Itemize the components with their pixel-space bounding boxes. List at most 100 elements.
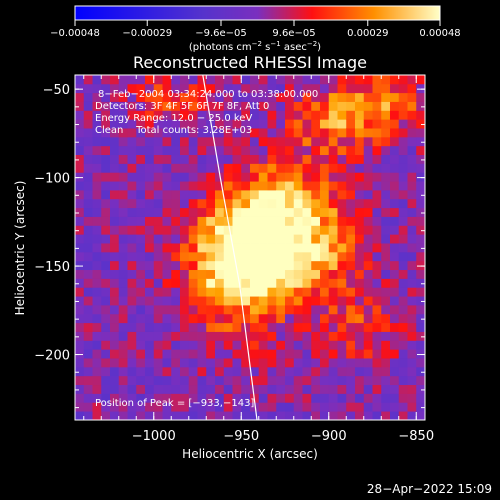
heatmap-cell <box>232 366 242 377</box>
heatmap-cell <box>188 393 198 403</box>
heatmap-cell <box>206 366 216 377</box>
heatmap-cell <box>223 101 233 111</box>
heatmap-cell <box>83 136 93 147</box>
heatmap-cell <box>337 225 347 235</box>
heatmap-cell <box>162 75 172 85</box>
heatmap-cell <box>162 287 172 297</box>
heatmap-cell <box>328 287 338 297</box>
heatmap-cell <box>285 393 295 403</box>
heatmap-cell <box>127 260 137 271</box>
heatmap-cell <box>241 172 251 182</box>
heatmap-cell <box>302 411 312 420</box>
heatmap-cell <box>162 384 172 394</box>
heatmap-cell <box>206 411 216 420</box>
heatmap-cell <box>118 172 128 182</box>
heatmap-cell <box>302 402 312 412</box>
heatmap-cell <box>337 92 347 102</box>
heatmap-cell <box>75 366 85 377</box>
heatmap-cell <box>407 287 417 297</box>
heatmap-cell <box>355 136 365 147</box>
heatmap-cell <box>171 278 181 288</box>
heatmap-cell <box>83 305 93 315</box>
heatmap-cell <box>83 251 93 262</box>
heatmap-cell <box>83 313 93 324</box>
heatmap-cell <box>75 384 85 394</box>
heatmap-cell <box>328 128 338 138</box>
heatmap-cells <box>75 75 425 420</box>
heatmap-cell <box>363 384 373 394</box>
heatmap-cell <box>416 75 425 85</box>
heatmap-cell <box>390 145 400 156</box>
heatmap-cell <box>188 340 198 350</box>
heatmap-cell <box>75 305 85 315</box>
heatmap-cell <box>75 340 85 350</box>
heatmap-cell <box>153 181 163 191</box>
heatmap-cell <box>92 313 102 324</box>
heatmap-cell <box>241 119 251 129</box>
heatmap-cell <box>136 278 146 288</box>
heatmap-cell <box>75 260 85 271</box>
heatmap-cell <box>232 75 242 85</box>
heatmap-cell <box>101 190 111 200</box>
heatmap-cell <box>110 92 120 102</box>
heatmap-cell <box>285 384 295 394</box>
heatmap-cell <box>101 225 111 235</box>
heatmap-cell <box>398 402 408 412</box>
heatmap-cell <box>145 384 155 394</box>
heatmap-cell <box>215 216 225 226</box>
heatmap-cell <box>293 216 303 226</box>
heatmap-cell <box>407 181 417 191</box>
heatmap-cell <box>145 190 155 200</box>
heatmap-cell <box>320 207 330 217</box>
heatmap-cell <box>363 172 373 182</box>
heatmap-cell <box>162 172 172 182</box>
heatmap-cell <box>223 358 233 368</box>
heatmap-cell <box>127 225 137 235</box>
heatmap-cell <box>197 128 207 138</box>
heatmap-cell <box>215 163 225 173</box>
heatmap-cell <box>372 83 382 94</box>
heatmap-cell <box>171 190 181 200</box>
heatmap-cell <box>355 375 365 386</box>
heatmap-cell <box>110 411 120 420</box>
heatmap-cell <box>206 269 216 279</box>
heatmap-cell <box>258 375 268 386</box>
heatmap-cell <box>285 313 295 324</box>
heatmap-cell <box>232 101 242 111</box>
heatmap-cell <box>127 101 137 111</box>
heatmap-cell <box>145 119 155 129</box>
heatmap-cell <box>302 190 312 200</box>
heatmap-cell <box>416 163 425 173</box>
heatmap-cell <box>337 181 347 191</box>
heatmap-cell <box>162 375 172 386</box>
heatmap-cell <box>83 393 93 403</box>
heatmap-cell <box>232 375 242 386</box>
heatmap-cell <box>75 411 85 420</box>
heatmap-cell <box>188 110 198 120</box>
heatmap-cell <box>206 349 216 359</box>
heatmap-cell <box>276 207 286 217</box>
heatmap-cell <box>241 251 251 262</box>
heatmap-cell <box>302 128 312 138</box>
heatmap-cell <box>390 172 400 182</box>
heatmap-cell <box>206 331 216 341</box>
heatmap-cell <box>188 331 198 341</box>
heatmap-cell <box>232 251 242 262</box>
heatmap-cell <box>355 269 365 279</box>
heatmap-cell <box>267 251 277 262</box>
heatmap-cell <box>328 358 338 368</box>
heatmap-cell <box>302 163 312 173</box>
heatmap-cell <box>153 296 163 306</box>
heatmap-cell <box>355 163 365 173</box>
heatmap-cell <box>285 278 295 288</box>
heatmap-cell <box>241 154 251 164</box>
heatmap-cell <box>372 207 382 217</box>
heatmap-cell <box>276 366 286 377</box>
heatmap-cell <box>311 101 321 111</box>
heatmap-cell <box>285 375 295 386</box>
heatmap-cell <box>258 163 268 173</box>
heatmap-cell <box>127 375 137 386</box>
heatmap-cell <box>101 154 111 164</box>
heatmap-cell <box>267 384 277 394</box>
heatmap-cell <box>206 393 216 403</box>
